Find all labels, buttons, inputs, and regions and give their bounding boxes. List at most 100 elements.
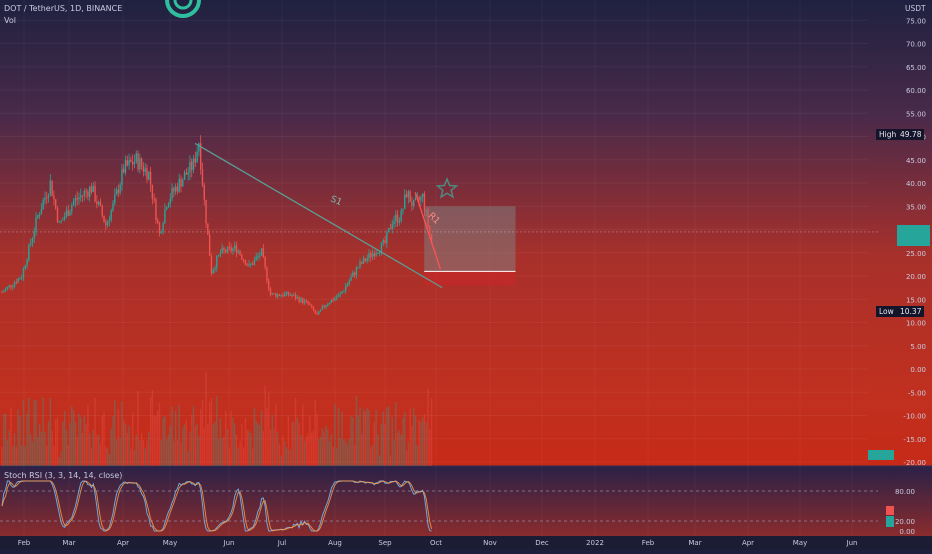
volume-bar	[321, 428, 324, 466]
candle-body	[35, 217, 37, 232]
volume-bar	[63, 411, 66, 466]
volume-bar	[423, 414, 426, 466]
candle-body	[361, 261, 363, 264]
price-tick-label: 40.00	[906, 180, 926, 188]
price-axis[interactable]: 75.0070.0065.0060.0055.0050.0045.0040.00…	[903, 17, 926, 467]
volume-bar	[139, 440, 141, 466]
volume-bar	[251, 448, 254, 466]
volume-bar	[402, 417, 404, 466]
volume-bar	[262, 431, 265, 466]
oscillator-title: Stoch RSI (3, 3, 14, 14, close)	[4, 471, 123, 480]
candle-body	[307, 301, 309, 304]
candle-body	[380, 242, 383, 253]
candle-body	[382, 240, 384, 243]
candle-body	[217, 254, 220, 257]
time-tick-label: Dec	[535, 539, 549, 547]
volume-bar	[26, 413, 28, 466]
volume-bar	[173, 440, 175, 466]
candle-body	[155, 199, 157, 220]
candle-body	[409, 191, 411, 203]
candle-body	[83, 191, 86, 196]
candle-body	[148, 171, 150, 180]
candle-body	[421, 193, 424, 198]
volume-bar	[20, 445, 23, 466]
volume-bar	[429, 429, 431, 466]
time-tick-label: Aug	[328, 539, 342, 547]
volume-bar	[271, 414, 273, 466]
volume-bar	[24, 446, 26, 466]
volume-bar	[411, 426, 413, 466]
volume-bar	[123, 420, 125, 466]
volume-bar	[332, 446, 334, 466]
candle-body	[103, 215, 105, 223]
volume-bar	[22, 400, 25, 466]
candle-body	[99, 201, 102, 206]
volume-bar	[105, 446, 107, 466]
drawn-trendlines[interactable]	[194, 142, 443, 289]
candle-body	[357, 267, 359, 269]
volume-bar	[162, 417, 164, 466]
volume-bar	[114, 400, 116, 466]
volume-label: Vol	[4, 16, 16, 25]
candle-body	[12, 285, 14, 288]
candle-body	[105, 222, 107, 226]
candle-body	[309, 303, 311, 306]
candle-body	[53, 196, 55, 200]
candle-body	[264, 257, 266, 268]
volume-bar	[337, 407, 340, 466]
candle-body	[8, 285, 10, 287]
volume-bar	[244, 417, 247, 466]
volume-bar	[395, 402, 397, 466]
volume-bar	[165, 439, 168, 466]
candle-body	[62, 219, 64, 221]
price-tick-label: -10.00	[903, 413, 926, 421]
stop-zone	[424, 271, 516, 286]
candle-body	[414, 198, 417, 201]
volume-bar	[391, 417, 393, 466]
volume-bar	[346, 443, 349, 466]
time-axis[interactable]: Feb Mar Apr May Jun Jul Aug Sep Oct Nov Dec 2022 Feb…	[18, 539, 858, 547]
osc-tick-label: 20.00	[895, 518, 915, 526]
candle-body	[353, 272, 356, 276]
stoch-k-line	[1, 480, 432, 532]
volume-bar	[217, 438, 220, 466]
volume-bar	[38, 424, 41, 466]
volume-bar	[343, 439, 345, 466]
candle-body	[71, 205, 73, 212]
volume-bar	[427, 388, 429, 466]
candle-body	[275, 293, 277, 297]
volume-bar	[208, 402, 211, 466]
volume-bar	[44, 431, 46, 466]
volume-bar	[268, 393, 270, 466]
candle-body	[273, 293, 275, 295]
candle-body	[257, 256, 259, 258]
volume-bar	[174, 411, 177, 466]
star-icon[interactable]	[435, 176, 459, 199]
candle-body	[339, 293, 342, 295]
candle-body	[151, 184, 154, 199]
last-price-tag	[897, 225, 930, 246]
volume-bar	[33, 400, 35, 466]
currency-label: USDT	[905, 4, 926, 13]
volume-bar	[276, 431, 279, 466]
candle-body	[80, 195, 82, 198]
volume-bar	[153, 415, 155, 466]
candle-body	[327, 304, 329, 306]
volume-bar	[400, 434, 402, 466]
candle-body	[314, 310, 316, 314]
candle-body	[268, 280, 270, 289]
volume-bar	[328, 441, 331, 466]
volume-bar	[51, 430, 53, 466]
candle-body	[131, 161, 134, 165]
volume-bar	[85, 424, 87, 466]
volume-bar	[241, 423, 243, 466]
price-tick-label: 10.00	[906, 320, 926, 328]
price-tick-label: 75.00	[906, 17, 926, 25]
volume-bar	[368, 409, 370, 466]
volume-bar	[178, 404, 180, 466]
volume-bar	[164, 416, 166, 466]
candle-body	[241, 254, 243, 260]
volume-bar	[239, 441, 241, 466]
